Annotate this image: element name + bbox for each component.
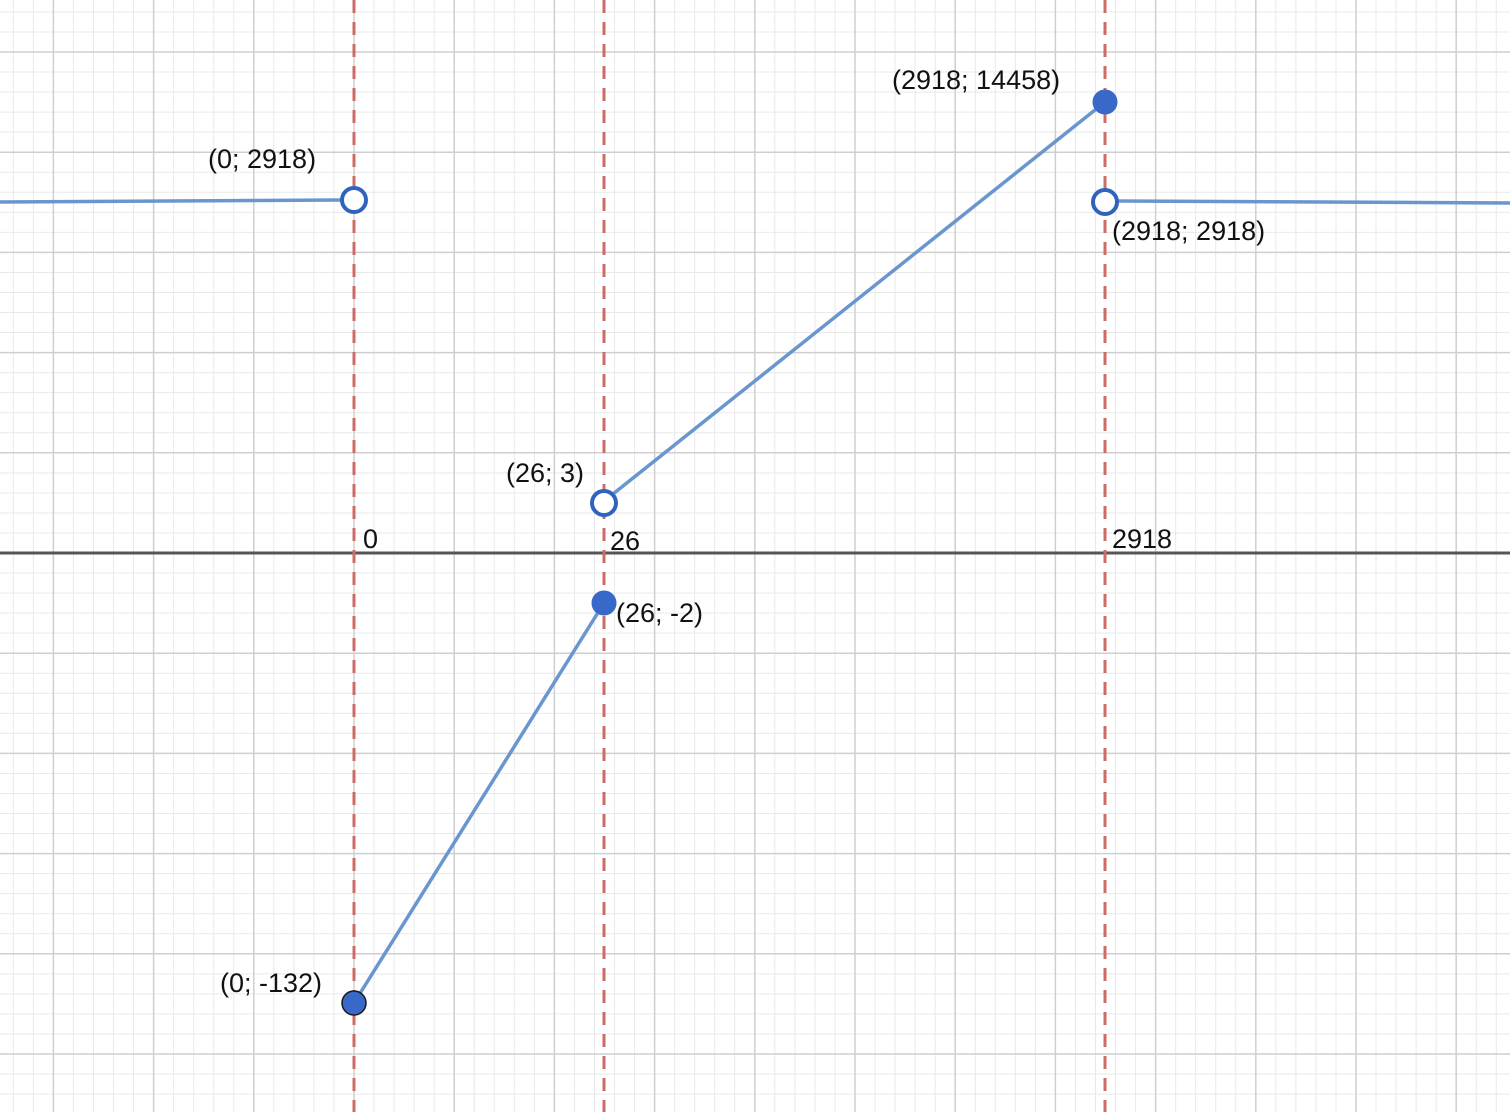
closed-point-0-neg132 [341, 990, 367, 1016]
point-label-26-neg2: (26; -2) [616, 598, 703, 628]
closed-point-2918-14458 [1092, 89, 1118, 115]
lower-segment [352, 601, 606, 1005]
axis-label-0: 0 [363, 524, 378, 554]
point-label-0-neg132: (0; -132) [220, 968, 322, 998]
point-label-0-2918: (0; 2918) [208, 144, 316, 174]
open-point-2918-2918 [1091, 188, 1119, 216]
axis-label-26: 26 [610, 526, 640, 556]
upper-segment [611, 100, 1107, 496]
point-label-2918-14458: (2918; 14458) [892, 65, 1060, 95]
closed-point-26-neg2 [591, 590, 617, 616]
point-label-2918-2918: (2918; 2918) [1112, 216, 1265, 246]
open-point-0-2918 [340, 186, 368, 214]
left-horizontal-piece [0, 198, 343, 204]
open-point-26-3 [590, 489, 618, 517]
axis-label-2918: 2918 [1112, 524, 1172, 554]
right-horizontal-piece [1116, 199, 1510, 205]
point-label-26-3: (26; 3) [506, 458, 584, 488]
